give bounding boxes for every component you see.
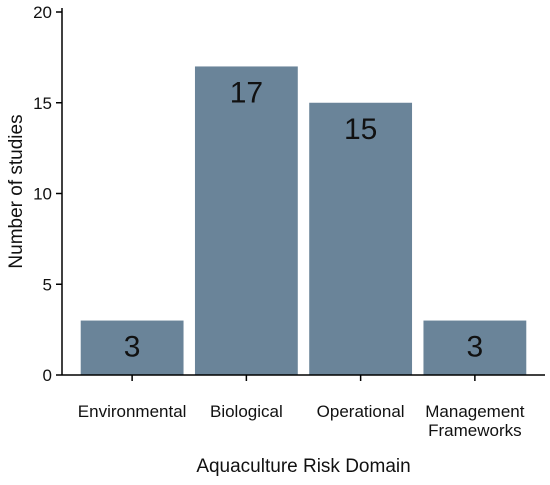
y-ticks-layer: 0 5 10 15 20 xyxy=(33,3,62,385)
bar-0 xyxy=(80,320,184,375)
x-tick-label-1: Biological xyxy=(210,402,283,421)
x-axis-title: Aquaculture Risk Domain xyxy=(196,456,410,477)
x-tick-label-3-0: Management xyxy=(425,402,525,421)
y-axis-title: Number of studies xyxy=(6,114,27,268)
bar-1 xyxy=(194,66,298,375)
x-ticks-layer: Environmental Biological Operational Manage… xyxy=(78,375,525,440)
x-tick-label-3-1: Frameworks xyxy=(428,421,522,440)
data-labels-layer: 3 17 15 3 xyxy=(124,76,483,363)
bar-2 xyxy=(309,102,413,375)
data-label-3: 3 xyxy=(467,331,484,364)
bars-layer xyxy=(80,66,527,375)
data-label-0: 3 xyxy=(124,331,141,364)
y-tick-label-2: 10 xyxy=(33,185,52,204)
y-tick-label-4: 20 xyxy=(33,3,52,22)
x-tick-label-2: Operational xyxy=(317,402,405,421)
data-label-1: 17 xyxy=(230,76,263,109)
y-tick-label-1: 5 xyxy=(43,275,52,294)
bar-3 xyxy=(423,320,527,375)
data-label-2: 15 xyxy=(344,113,377,146)
y-tick-label-0: 0 xyxy=(43,366,52,385)
x-tick-label-0: Environmental xyxy=(78,402,187,421)
axes-layer xyxy=(61,8,545,376)
y-tick-label-3: 15 xyxy=(33,94,52,113)
